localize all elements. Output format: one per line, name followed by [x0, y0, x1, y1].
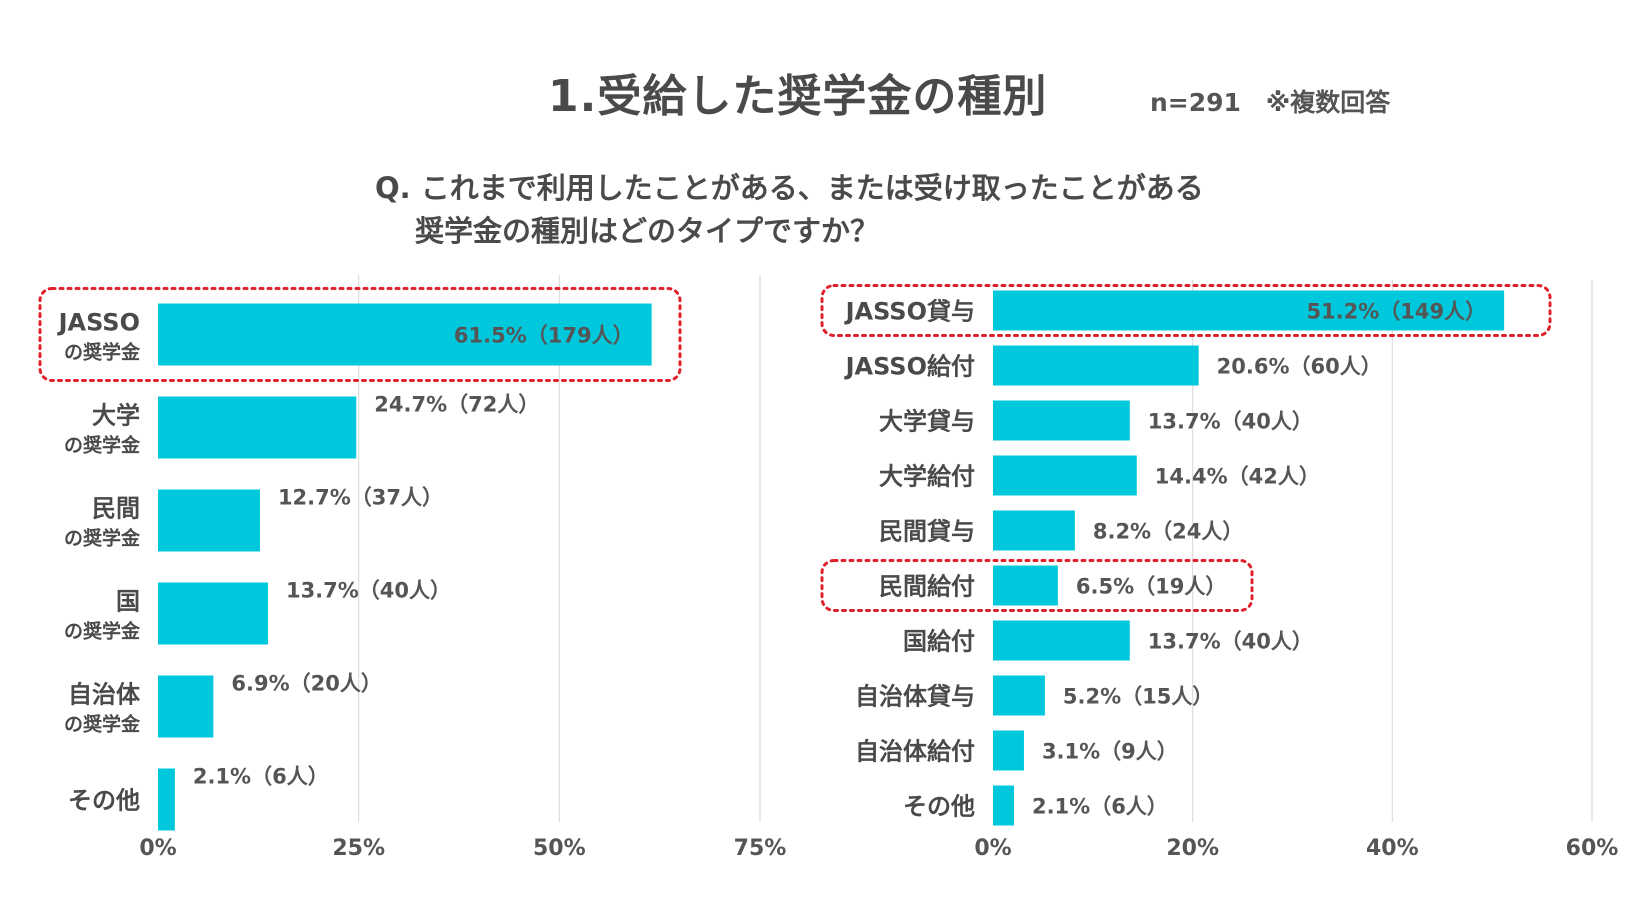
data-label: 20.6%（60人） [1217, 355, 1382, 379]
bar [993, 730, 1024, 771]
data-label: 13.7%（40人） [1148, 630, 1313, 654]
category-label: 民間給付 [879, 573, 975, 601]
data-label: 14.4%（42人） [1155, 465, 1320, 489]
category-label: その他 [903, 793, 975, 821]
data-label: 6.9%（20人） [231, 672, 381, 696]
category-label: 自治体貸与 [855, 683, 975, 711]
category-label: JASSO [57, 309, 140, 337]
data-label: 12.7%（37人） [278, 486, 443, 510]
category-sublabel: の奨学金 [64, 620, 141, 643]
category-sublabel: の奨学金 [64, 341, 141, 364]
x-tick-label: 0% [139, 836, 176, 861]
data-label: 8.2%（24人） [1093, 520, 1243, 544]
bar [993, 290, 1505, 331]
sample-note: n=291 ※複数回答 [1150, 88, 1391, 117]
category-label: 大学給付 [879, 463, 975, 491]
bar [158, 303, 652, 366]
x-tick-label: 25% [332, 836, 385, 861]
data-label: 2.1%（6人） [1032, 795, 1168, 819]
bar [993, 565, 1058, 606]
x-tick-label: 0% [974, 836, 1011, 861]
bar [993, 510, 1075, 551]
highlight-box [820, 559, 1254, 612]
data-label: 61.5%（179人） [454, 324, 634, 348]
data-label: 5.2%（15人） [1063, 685, 1213, 709]
bar [993, 345, 1199, 386]
data-label: 13.7%（40人） [1148, 410, 1313, 434]
data-label: 24.7%（72人） [374, 393, 539, 417]
category-label: JASSO給付 [844, 353, 975, 381]
bar [158, 582, 268, 645]
question-line-2: 奨学金の種別はどのタイプですか？ [415, 214, 880, 248]
question-line-1: Q. これまで利用したことがある、または受け取ったことがある [375, 171, 1204, 205]
bar [158, 768, 175, 831]
category-label: その他 [68, 787, 140, 815]
bar [158, 675, 214, 738]
bar [993, 620, 1130, 661]
data-label: 51.2%（149人） [1306, 300, 1486, 324]
category-sublabel: の奨学金 [64, 434, 141, 457]
category-label: 民間 [92, 495, 140, 523]
category-sublabel: の奨学金 [64, 527, 141, 550]
bar [158, 396, 357, 459]
category-label: 自治体 [68, 681, 141, 709]
category-label: 民間貸与 [879, 518, 975, 546]
highlight-box [820, 284, 1552, 337]
category-label: 国 [116, 588, 140, 616]
x-tick-label: 50% [533, 836, 586, 861]
bar [158, 489, 260, 552]
data-label: 2.1%（6人） [193, 765, 329, 789]
highlight-box [38, 287, 682, 382]
x-tick-label: 40% [1366, 836, 1419, 861]
x-tick-label: 75% [734, 836, 787, 861]
category-sublabel: の奨学金 [64, 713, 141, 736]
category-label: JASSO貸与 [844, 298, 975, 326]
chart-title: 1.受給した奨学金の種別 [548, 71, 1048, 122]
category-label: 自治体給付 [855, 738, 975, 766]
category-label: 大学 [92, 402, 140, 430]
data-label: 6.5%（19人） [1076, 575, 1226, 599]
category-label: 大学貸与 [879, 408, 975, 436]
bar [993, 785, 1014, 826]
data-label: 3.1%（9人） [1042, 740, 1178, 764]
bar [993, 400, 1130, 441]
bar [993, 455, 1137, 496]
bar [993, 675, 1045, 716]
category-label: 国給付 [903, 628, 975, 656]
x-tick-label: 60% [1566, 836, 1619, 861]
data-label: 13.7%（40人） [286, 579, 451, 603]
x-tick-label: 20% [1166, 836, 1219, 861]
